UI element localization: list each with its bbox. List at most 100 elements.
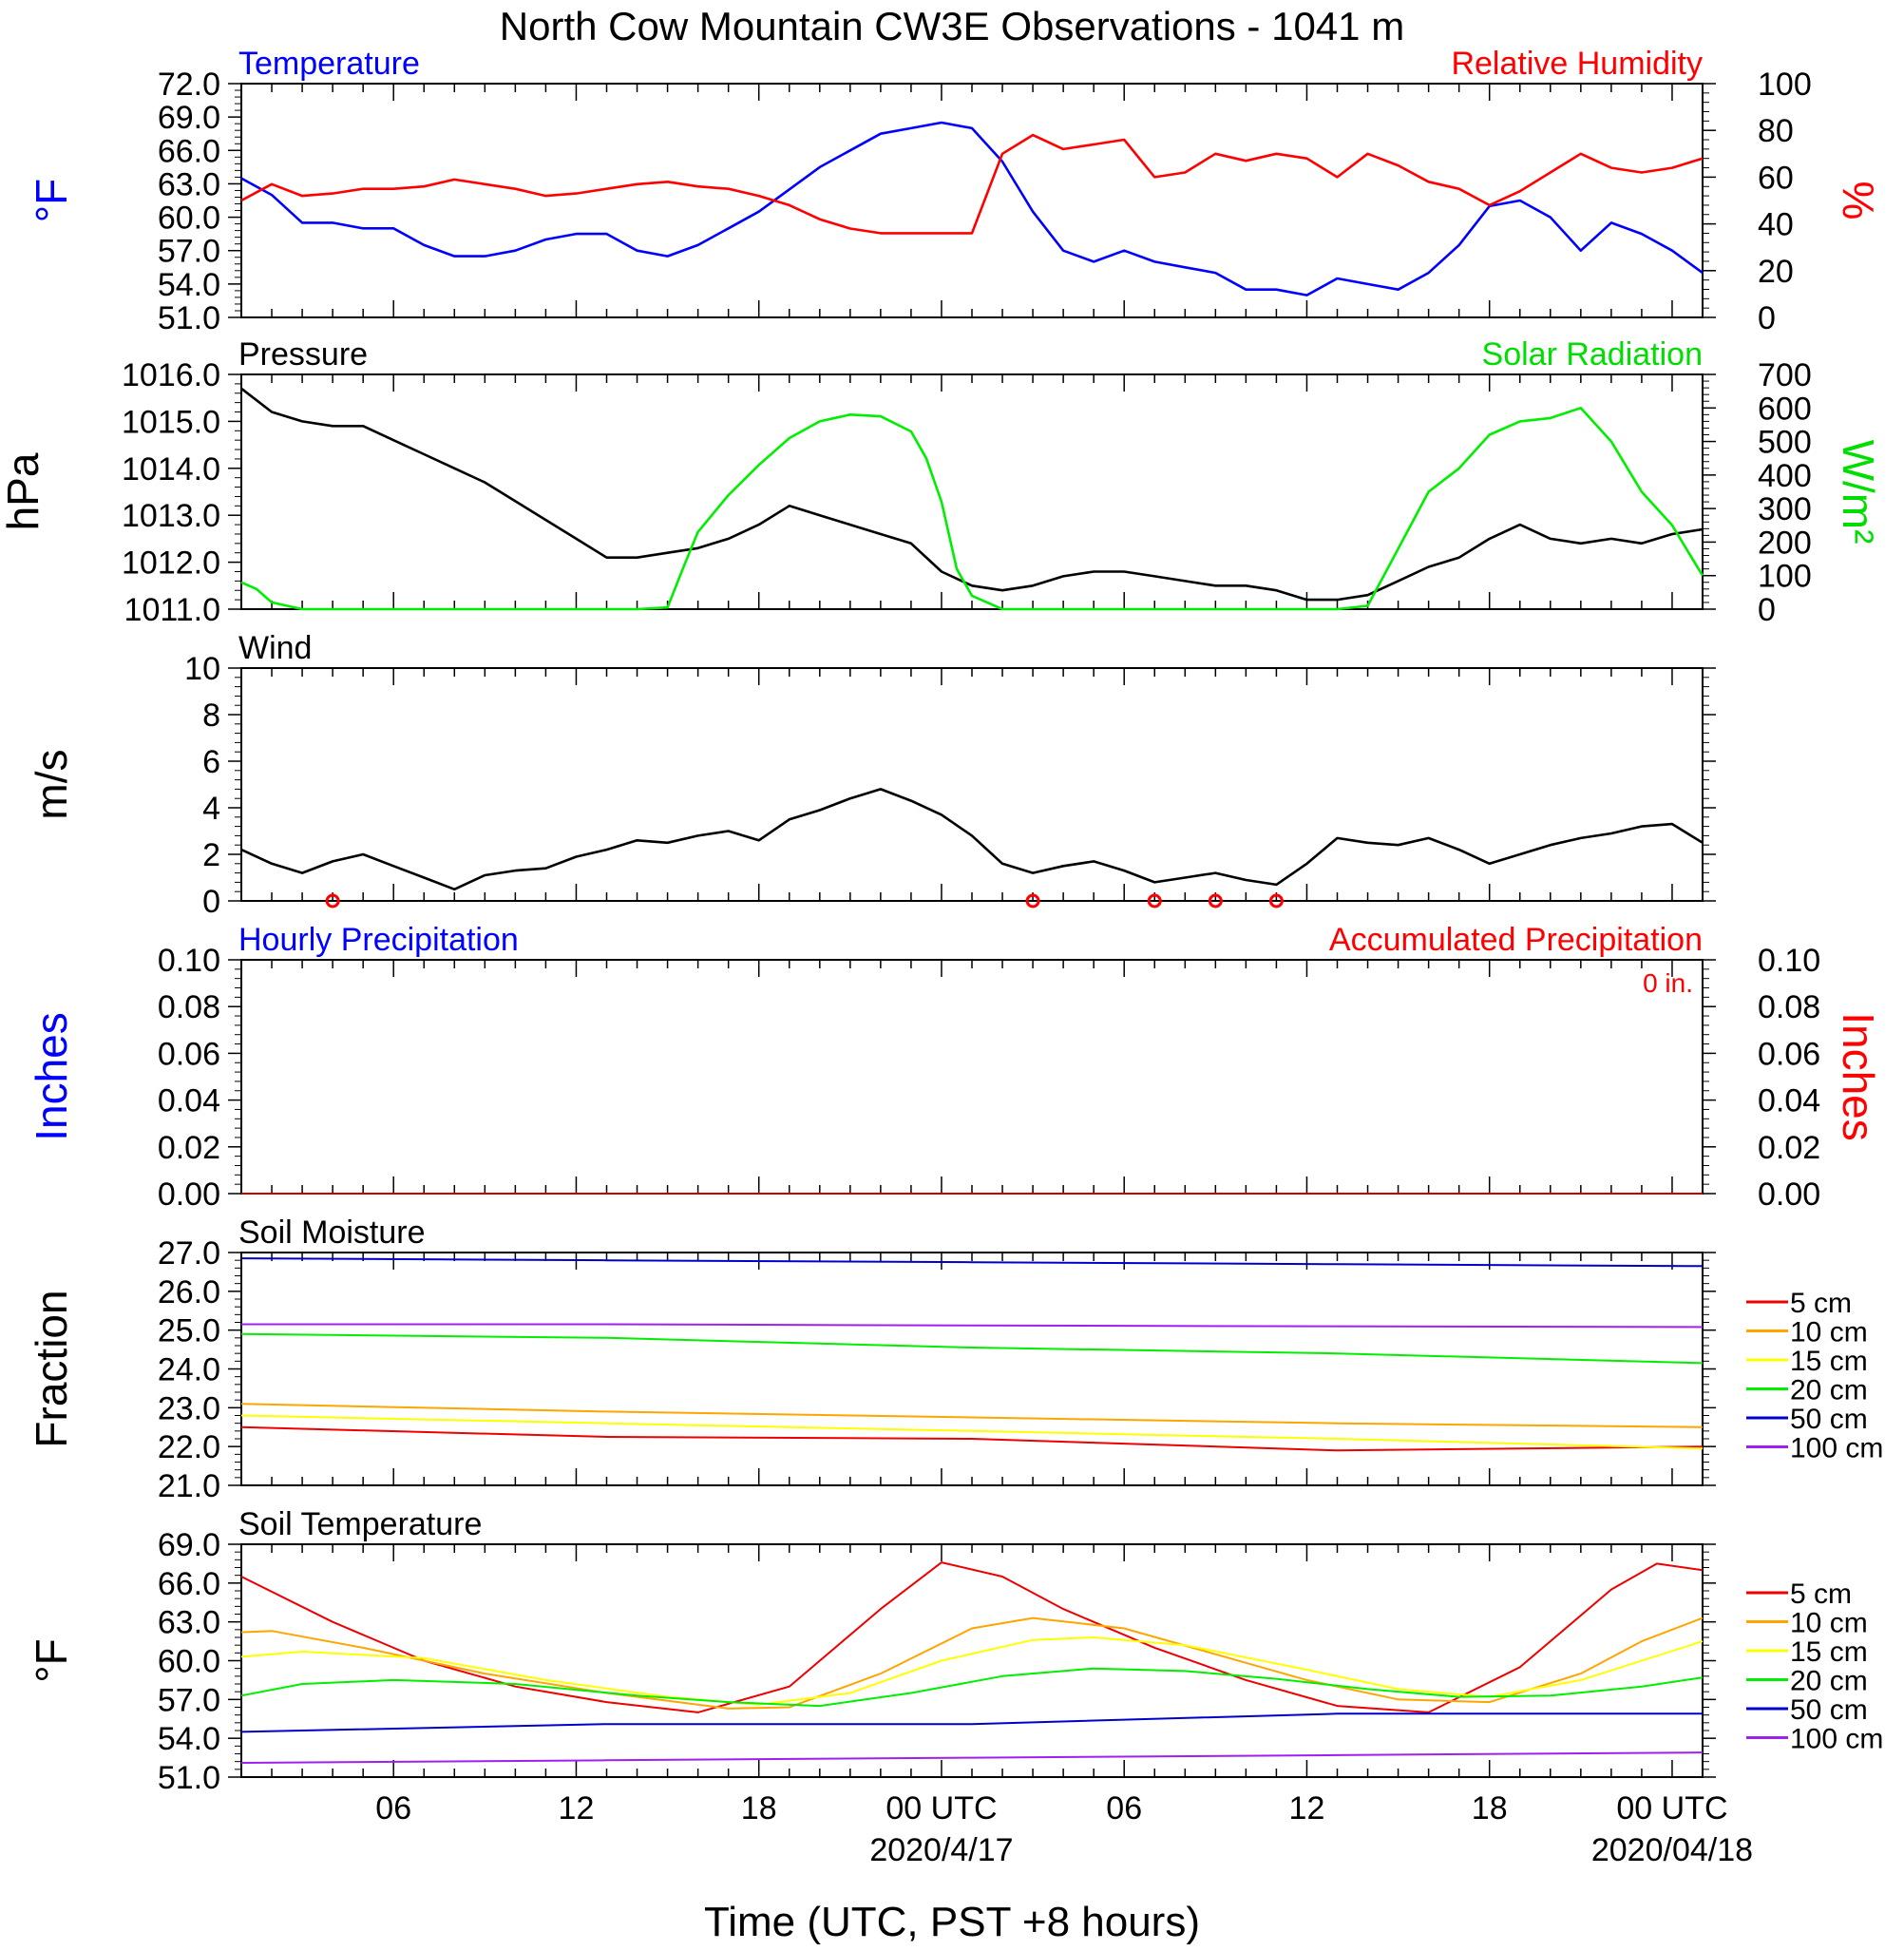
panel-soil_moisture	[228, 1252, 1788, 1486]
panel-label-left: Soil Temperature	[238, 1506, 482, 1542]
y-tick-label-left: 63.0	[158, 166, 220, 202]
y-tick-label-left: 26.0	[158, 1274, 220, 1310]
x-tick-label: 18	[1472, 1790, 1508, 1827]
y-tick-label-left: 1014.0	[122, 451, 220, 488]
y-tick-label-left: 8	[202, 698, 220, 734]
panel-wind	[228, 667, 1716, 909]
legend-label: 20 cm	[1790, 1666, 1868, 1697]
series-line-5-cm	[240, 1425, 1704, 1452]
panel-label-left: Temperature	[238, 46, 420, 82]
y-tick-label-right: 0.02	[1758, 1130, 1820, 1166]
y-tick-label-right: 600	[1758, 391, 1812, 427]
y-axis-unit-left: °F	[27, 1638, 76, 1683]
y-tick-label-left: 0	[202, 884, 220, 920]
y-axis-unit-left: hPa	[0, 452, 48, 530]
y-tick-label-right: 40	[1758, 207, 1794, 243]
y-tick-label-left: 54.0	[158, 1721, 220, 1757]
y-tick-label-left: 4	[202, 791, 220, 827]
y-axis-unit-right: Inches	[1834, 1012, 1883, 1141]
x-tick-label: 12	[1289, 1790, 1325, 1827]
panel-frame	[240, 373, 1704, 610]
calm-wind-marker	[1025, 893, 1040, 909]
series-line-100-cm	[240, 1751, 1704, 1764]
y-tick-label-right: 100	[1758, 559, 1812, 595]
y-tick-label-right: 200	[1758, 525, 1812, 561]
series-line-15-cm	[240, 1636, 1704, 1706]
y-tick-label-left: 1015.0	[122, 404, 220, 440]
panel-frame	[240, 959, 1704, 1195]
y-tick-label-left: 72.0	[158, 67, 220, 103]
panel-label-right: Relative Humidity	[1451, 46, 1703, 82]
y-tick-label-right: 0.00	[1758, 1176, 1820, 1213]
y-tick-label-left: 21.0	[158, 1468, 220, 1504]
y-axis-unit-right: %	[1834, 182, 1883, 220]
y-tick-label-left: 51.0	[158, 300, 220, 336]
legend-label: 5 cm	[1790, 1578, 1852, 1610]
y-tick-label-right: 0.08	[1758, 989, 1820, 1025]
y-axis-unit-left: m/s	[27, 749, 76, 819]
panel-soil_temp	[228, 1543, 1788, 1778]
y-tick-label-left: 24.0	[158, 1352, 220, 1388]
y-tick-label-left: 22.0	[158, 1429, 220, 1465]
series-line-wind-speed	[240, 788, 1704, 891]
y-tick-label-right: 0	[1758, 300, 1776, 336]
y-axis-unit-right: W/m²	[1834, 440, 1883, 545]
panel-label-left: Wind	[238, 630, 312, 666]
series-line-100-cm	[241, 1323, 1704, 1329]
x-axis-label: Time (UTC, PST +8 hours)	[703, 1899, 1200, 1945]
y-tick-label-left: 1012.0	[122, 545, 220, 582]
y-tick-label-right: 80	[1758, 113, 1794, 149]
y-tick-label-right: 0.04	[1758, 1083, 1820, 1119]
y-tick-label-right: 60	[1758, 160, 1794, 196]
y-tick-label-right: 20	[1758, 254, 1794, 290]
x-tick-date-label: 2020/4/17	[869, 1832, 1013, 1868]
panel-label-left: Hourly Precipitation	[238, 922, 519, 958]
y-tick-label-left: 1011.0	[124, 592, 220, 628]
y-tick-label-left: 54.0	[158, 267, 220, 303]
y-tick-label-left: 63.0	[158, 1605, 220, 1641]
y-tick-label-left: 57.0	[158, 1682, 220, 1718]
legend-label: 50 cm	[1790, 1404, 1868, 1435]
panel-frame	[240, 1252, 1704, 1486]
y-tick-label-right: 500	[1758, 425, 1812, 461]
y-tick-label-left: 0.02	[158, 1130, 220, 1166]
x-tick-label: 06	[1106, 1790, 1142, 1827]
y-tick-label-left: 69.0	[158, 100, 220, 136]
y-tick-label-left: 0.10	[158, 943, 220, 979]
legend-label: 100 cm	[1790, 1433, 1883, 1464]
y-tick-label-left: 66.0	[158, 133, 220, 169]
calm-wind-marker	[1268, 893, 1284, 909]
y-tick-label-left: 57.0	[158, 234, 220, 270]
y-tick-label-left: 0.00	[158, 1176, 220, 1213]
series-line-10-cm	[240, 1616, 1704, 1710]
x-tick-label: 18	[741, 1790, 777, 1827]
legend-label: 15 cm	[1790, 1346, 1868, 1377]
panel-label-left: Pressure	[238, 336, 368, 373]
y-axis-unit-left: °F	[27, 179, 76, 223]
calm-wind-marker	[1147, 893, 1162, 909]
x-tick-label: 12	[559, 1790, 595, 1827]
y-tick-label-right: 0	[1758, 592, 1776, 628]
x-tick-label: 06	[375, 1790, 411, 1827]
panel-pressure_solar	[228, 373, 1716, 611]
y-tick-label-right: 300	[1758, 491, 1812, 527]
panel-temp_rh	[228, 83, 1716, 318]
series-line-50-cm	[240, 1712, 1703, 1733]
series-line-20-cm	[240, 1667, 1704, 1708]
y-tick-label-left: 60.0	[158, 201, 220, 237]
legend-label: 50 cm	[1790, 1694, 1868, 1726]
chart-title: North Cow Mountain CW3E Observations - 1…	[499, 4, 1405, 48]
y-tick-label-left: 25.0	[158, 1313, 220, 1349]
y-tick-label-right: 0.06	[1758, 1036, 1820, 1072]
y-tick-label-left: 0.08	[158, 989, 220, 1025]
panel-label-right: Accumulated Precipitation	[1329, 922, 1703, 958]
y-tick-label-left: 66.0	[158, 1566, 220, 1602]
y-tick-label-left: 1013.0	[122, 498, 220, 534]
y-tick-label-left: 6	[202, 744, 220, 780]
y-axis-unit-left: Fraction	[27, 1290, 76, 1447]
panel-frame	[240, 667, 1704, 902]
y-tick-label-left: 51.0	[158, 1760, 220, 1796]
y-tick-label-left: 27.0	[158, 1235, 220, 1272]
